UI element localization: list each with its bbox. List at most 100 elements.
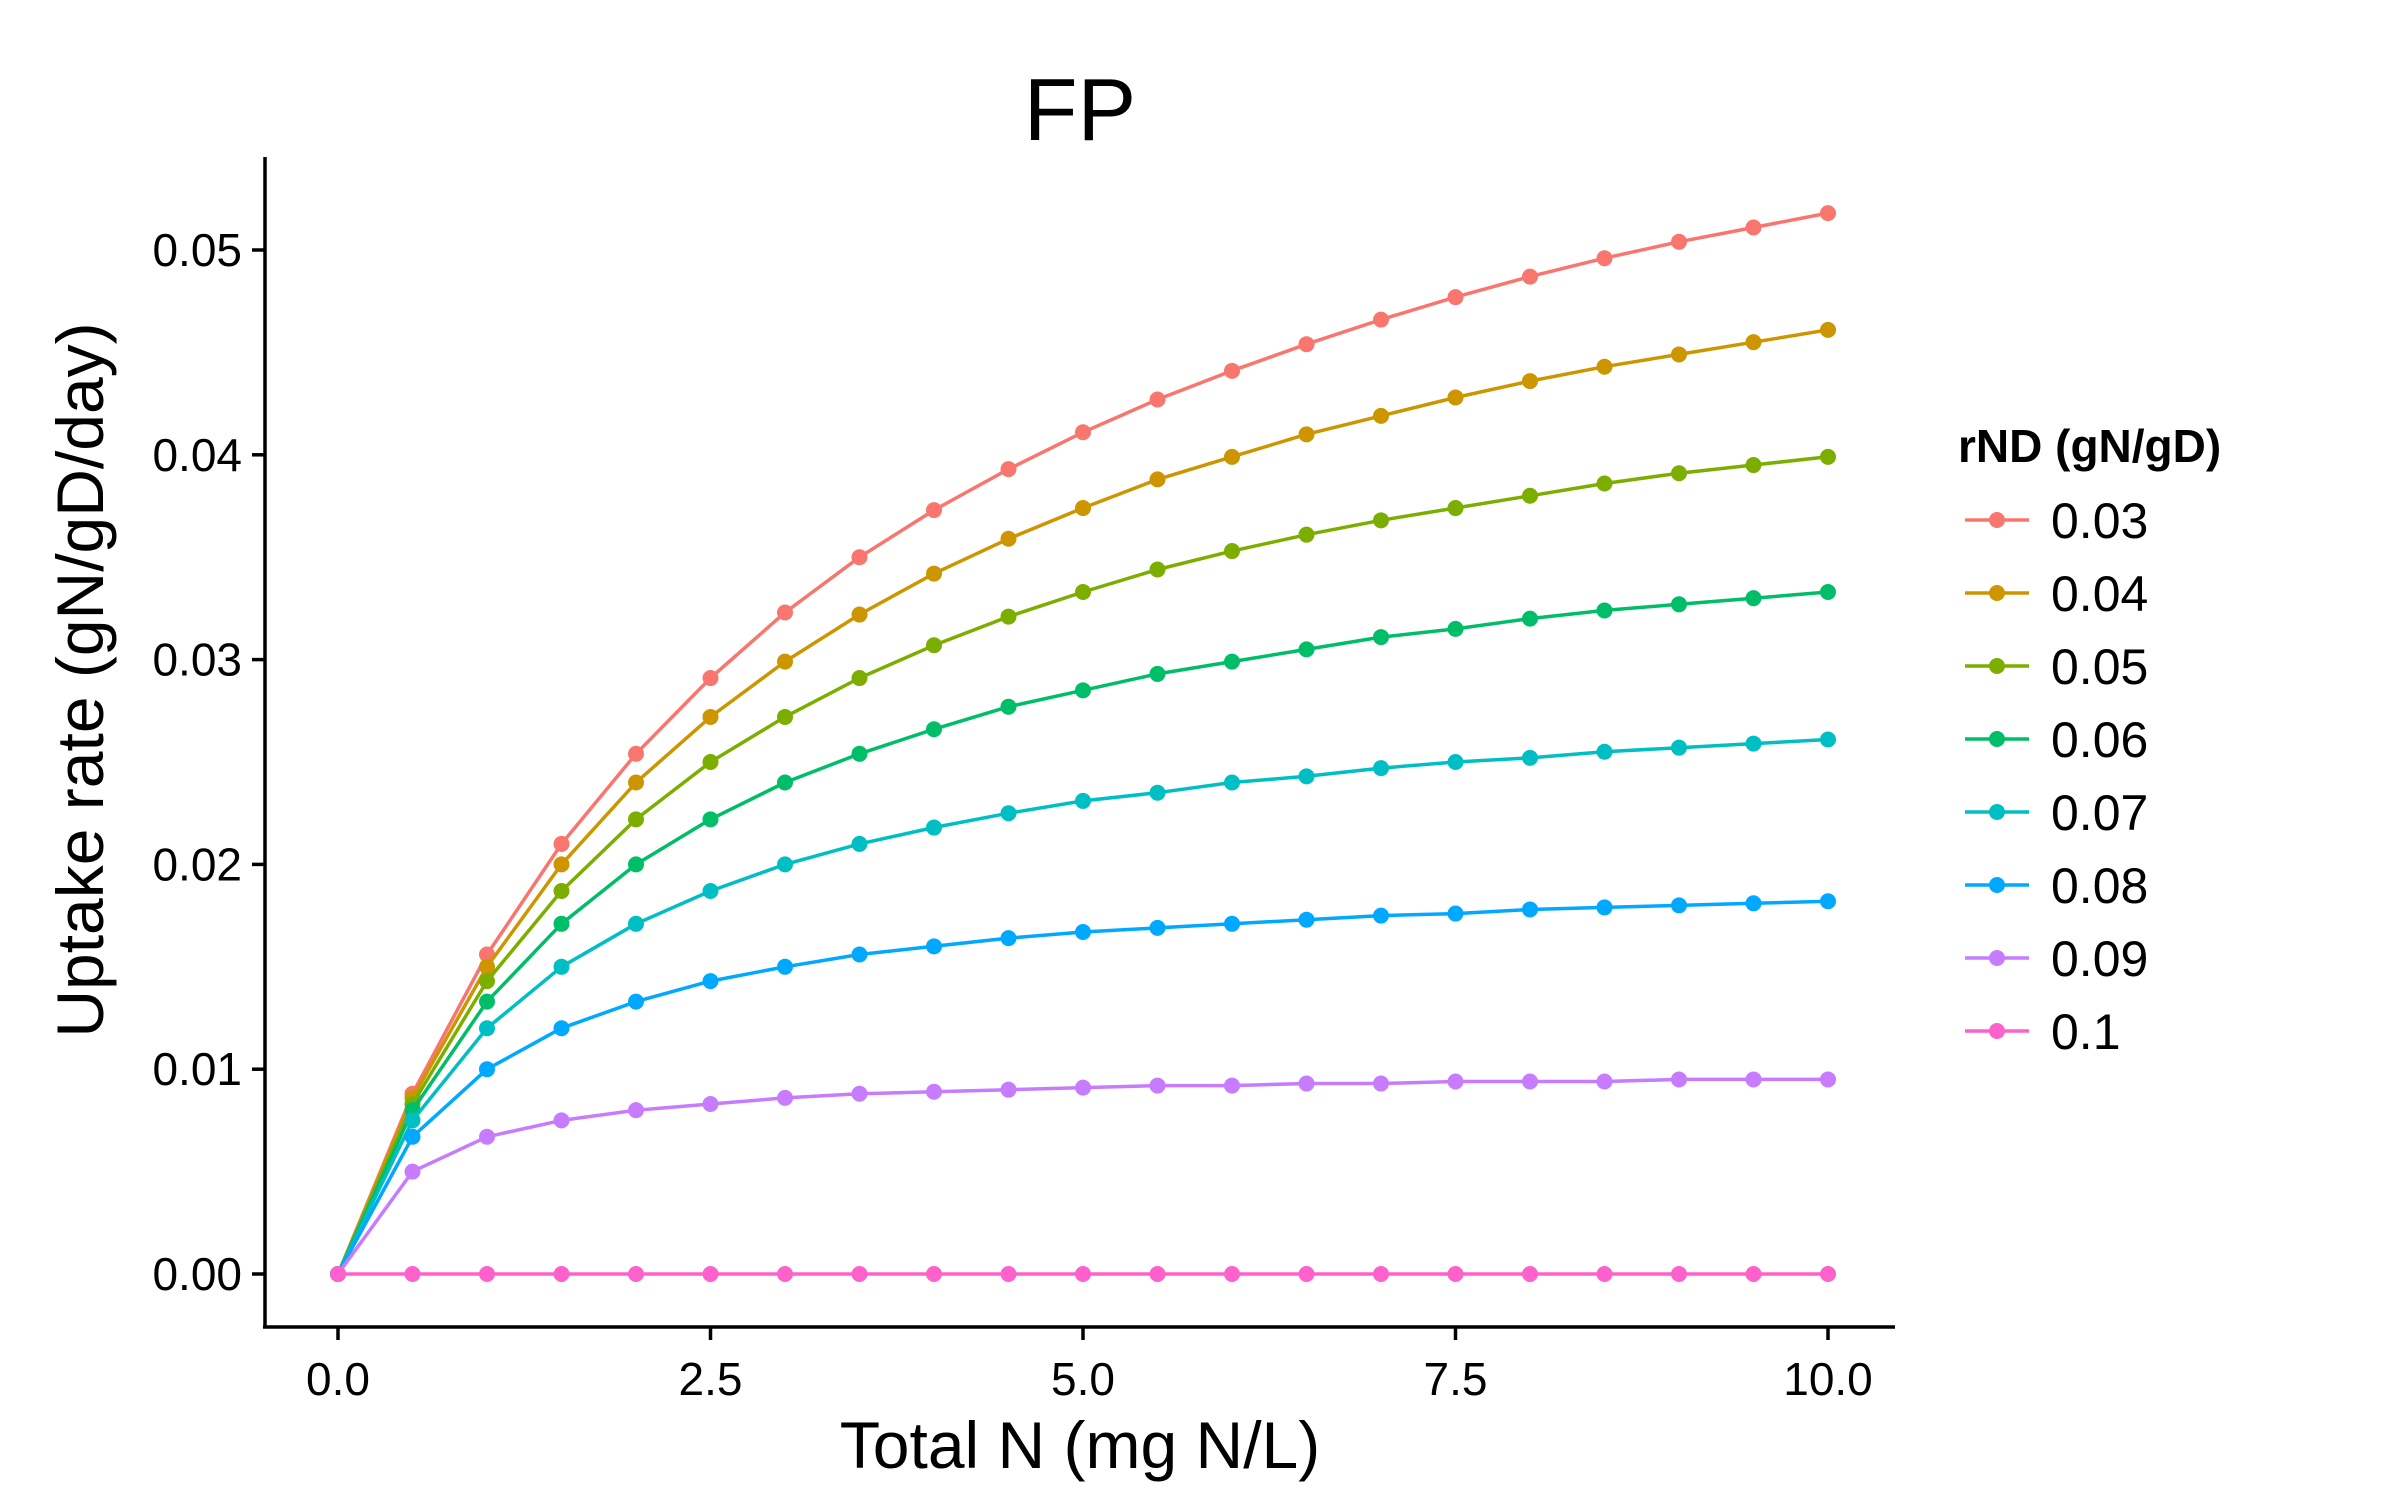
data-point: [1149, 471, 1166, 488]
legend-key-point: [1989, 1023, 2005, 1039]
data-point: [1745, 1266, 1762, 1282]
data-point: [1075, 584, 1091, 601]
data-point: [1745, 219, 1762, 236]
legend-label: 0.1: [2051, 1004, 2121, 1060]
y-axis-title: Uptake rate (gN/gD/day): [43, 322, 117, 1037]
data-point: [1224, 543, 1240, 560]
data-point: [1373, 1266, 1389, 1282]
series-0_09: [330, 1071, 1836, 1282]
data-point: [702, 670, 719, 687]
data-point: [777, 708, 793, 725]
data-point: [1671, 596, 1687, 613]
data-point: [851, 606, 868, 623]
plot-area: 0.00 0.01 0.02 0.03 0.04 0.05 0.0 2.5 5.0 7.5 10.…: [152, 157, 1895, 1405]
data-point: [1373, 1075, 1389, 1092]
data-point: [1224, 653, 1240, 670]
data-point: [1745, 590, 1762, 607]
data-point: [1298, 1266, 1315, 1282]
data-point: [926, 565, 942, 582]
data-point: [1298, 1075, 1315, 1092]
data-point: [851, 549, 868, 566]
data-point: [1298, 426, 1315, 443]
data-point: [777, 653, 793, 670]
data-point: [1075, 1266, 1091, 1282]
data-point: [1820, 448, 1836, 465]
data-point: [1298, 641, 1315, 658]
legend-label: 0.07: [2051, 785, 2148, 841]
data-point: [1522, 749, 1538, 766]
data-point: [851, 835, 868, 852]
data-point: [479, 1128, 495, 1145]
data-point: [1447, 905, 1464, 922]
data-point: [404, 1112, 421, 1129]
data-point: [1671, 1266, 1687, 1282]
data-point: [1447, 389, 1464, 406]
data-point: [553, 835, 570, 852]
legend: rND (gN/gD) 0.03 0.04 0.05 0.06 0.07 0.08 0.09…: [1958, 420, 2221, 1060]
legend-label: 0.04: [2051, 566, 2148, 622]
data-point: [1373, 629, 1389, 646]
data-point: [1522, 610, 1538, 627]
data-point: [404, 1163, 421, 1180]
data-point: [1149, 919, 1166, 936]
data-point: [1596, 1266, 1613, 1282]
data-point: [1000, 1081, 1017, 1098]
y-tick-label: 0.04: [152, 429, 242, 481]
data-point: [1000, 530, 1017, 547]
data-point: [702, 1266, 719, 1282]
data-point: [851, 745, 868, 762]
data-point: [1745, 735, 1762, 752]
data-point: [1224, 915, 1240, 932]
data-point: [1447, 500, 1464, 517]
series-0_07: [330, 731, 1836, 1282]
data-point: [1671, 346, 1687, 363]
legend-label: 0.06: [2051, 712, 2148, 768]
legend-item: 0.06: [1965, 712, 2148, 768]
data-point: [1224, 448, 1240, 465]
data-point: [1298, 911, 1315, 928]
data-point: [1149, 1077, 1166, 1094]
data-point: [1671, 233, 1687, 250]
data-point: [1596, 1073, 1613, 1090]
legend-label: 0.09: [2051, 931, 2148, 987]
x-tick-label: 7.5: [1424, 1353, 1488, 1405]
data-point: [1745, 334, 1762, 351]
data-point: [851, 1266, 868, 1282]
y-tick-label: 0.01: [152, 1043, 242, 1095]
x-tick-label: 0.0: [306, 1353, 370, 1405]
data-point: [777, 774, 793, 791]
data-point: [1373, 907, 1389, 924]
data-point: [553, 883, 570, 900]
chart-title: FP: [1024, 60, 1136, 159]
data-point: [1820, 731, 1836, 748]
data-point: [777, 856, 793, 873]
data-point: [1075, 682, 1091, 699]
data-point: [1000, 930, 1017, 947]
series-line: [336, 1077, 1828, 1276]
data-point: [1149, 1266, 1166, 1282]
legend-label: 0.03: [2051, 493, 2148, 549]
x-tick-label: 5.0: [1051, 1353, 1115, 1405]
legend-item: 0.08: [1965, 858, 2148, 914]
data-point: [1298, 336, 1315, 353]
data-point: [628, 774, 644, 791]
data-point: [628, 1266, 644, 1282]
data-point: [1149, 665, 1166, 682]
data-point: [1000, 608, 1017, 625]
data-point: [1224, 1266, 1240, 1282]
data-point: [1671, 1071, 1687, 1088]
data-point: [926, 819, 942, 836]
data-point: [1820, 205, 1836, 222]
data-point: [330, 1266, 346, 1282]
data-point: [702, 1096, 719, 1113]
y-ticks: 0.00 0.01 0.02 0.03 0.04 0.05: [152, 224, 265, 1300]
data-point: [1671, 465, 1687, 482]
data-point: [628, 915, 644, 932]
data-point: [1596, 250, 1613, 267]
data-point: [1522, 373, 1538, 390]
data-point: [1075, 1079, 1091, 1096]
data-point: [1224, 1077, 1240, 1094]
data-point: [553, 856, 570, 873]
data-point: [479, 973, 495, 990]
data-point: [851, 1085, 868, 1102]
